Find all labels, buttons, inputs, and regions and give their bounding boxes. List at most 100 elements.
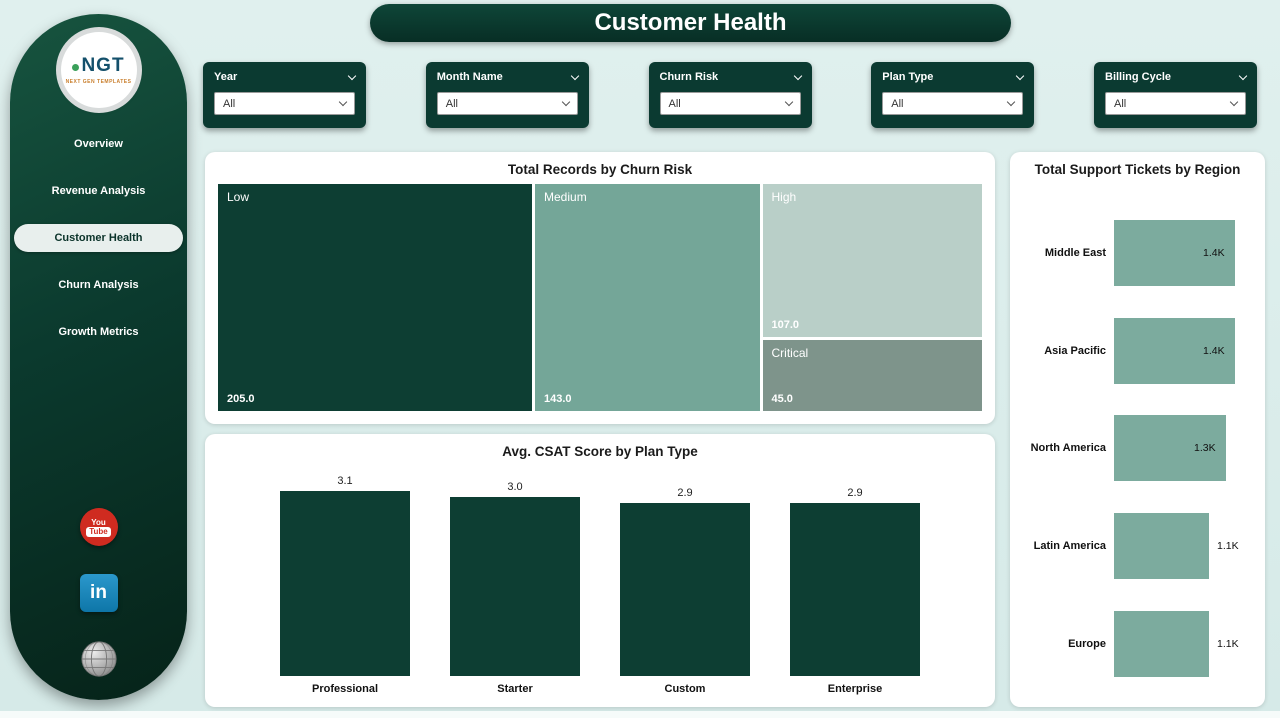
hbar-value-label: 1.4K <box>1203 246 1225 259</box>
hbar-value-label: 1.1K <box>1217 540 1239 553</box>
filter-billing-cycle: Billing Cycle All <box>1094 62 1257 128</box>
linkedin-text: in <box>90 582 107 603</box>
bar[interactable] <box>790 503 920 676</box>
hbar-category-label: North America <box>1030 442 1106 455</box>
bar[interactable] <box>1114 219 1235 286</box>
hbar-row-north-america: North America 1.3K <box>1018 405 1257 491</box>
bar-category-label: Starter <box>497 683 533 695</box>
filter-plan-type: Plan Type All <box>871 62 1035 128</box>
logo-subtext: NEXT GEN TEMPLATES <box>65 79 132 85</box>
treemap-chart: Low 205.0 Medium 143.0 High 107.0 Critical 45.0 <box>218 184 982 411</box>
treemap-value: 107.0 <box>771 318 800 331</box>
sidebar-item-customer-health[interactable]: Customer Health <box>14 224 183 252</box>
hbar-row-middle-east: Middle East 1.4K <box>1018 210 1257 296</box>
page-title: Customer Health <box>594 9 787 36</box>
filter-value: All <box>1114 97 1127 110</box>
chevron-down-icon <box>784 97 793 107</box>
ngt-logo: NGT NEXT GEN TEMPLATES <box>60 32 137 108</box>
chevron-down-icon <box>338 97 348 107</box>
hbar-row-asia-pacific: Asia Pacific 1.4K <box>1018 308 1257 394</box>
linkedin-icon[interactable]: in <box>79 574 118 612</box>
treemap-tile-medium[interactable]: Medium 143.0 <box>535 184 760 411</box>
bar-value-label: 2.9 <box>677 487 693 499</box>
hbar-value-label: 1.1K <box>1217 638 1239 651</box>
bottom-strip <box>0 711 1280 718</box>
hbar-track: 1.4K <box>1114 317 1257 384</box>
churn-risk-dropdown[interactable]: All <box>659 92 801 115</box>
bar-value-label: 2.9 <box>847 487 863 499</box>
bar-category-label: Enterprise <box>827 683 883 695</box>
youtube-text: Tube <box>86 526 111 537</box>
year-dropdown[interactable]: All <box>214 92 355 115</box>
bar-group-custom: 2.9 Custom <box>620 468 750 697</box>
bar-group-professional: 3.1 Professional <box>280 468 410 697</box>
hbar-track: 1.1K <box>1114 513 1257 580</box>
bar-group-starter: 3.0 Starter <box>450 468 580 697</box>
bar[interactable] <box>1114 611 1209 678</box>
logo-text: NGT <box>72 55 124 77</box>
filter-label: Churn Risk <box>659 71 719 83</box>
bar-value-label: 3.0 <box>507 481 523 493</box>
hbar-row-europe: Europe 1.1K <box>1018 601 1257 687</box>
youtube-icon[interactable]: You Tube <box>79 508 118 546</box>
treemap-label: Critical <box>771 345 809 360</box>
bar[interactable] <box>280 491 410 676</box>
horizontal-bar-chart: Middle East 1.4K Asia Pacific 1.4K North Ame… <box>1018 204 1257 693</box>
filter-label: Plan Type <box>882 71 934 83</box>
bar-group-enterprise: 2.9 Enterprise <box>790 468 920 697</box>
chevron-down-icon[interactable] <box>1016 71 1025 80</box>
chevron-down-icon[interactable] <box>570 71 579 80</box>
bar-category-label: Custom <box>664 683 706 695</box>
hbar-chart-title: Total Support Tickets by Region <box>1034 162 1241 177</box>
bar[interactable] <box>620 503 750 676</box>
month-name-dropdown[interactable]: All <box>436 92 578 115</box>
bar[interactable] <box>1114 317 1235 384</box>
sidebar-nav: Overview Revenue Analysis Customer Health C… <box>10 130 187 346</box>
chevron-down-icon <box>1007 97 1016 107</box>
sidebar-item-growth-metrics[interactable]: Growth Metrics <box>58 326 139 338</box>
chevron-down-icon[interactable] <box>1238 71 1248 80</box>
sidebar-item-churn-analysis[interactable]: Churn Analysis <box>58 279 139 291</box>
filter-value: All <box>668 97 681 110</box>
treemap-label: High <box>771 190 797 204</box>
chevron-down-icon <box>1229 97 1239 107</box>
treemap-value: 143.0 <box>544 393 572 405</box>
hbar-category-label: Europe <box>1068 638 1106 651</box>
filter-label: Year <box>214 71 238 83</box>
youtube-text: You <box>91 517 106 527</box>
treemap-value: 205.0 <box>227 393 255 405</box>
treemap-card: Total Records by Churn Risk Low 205.0 Medi… <box>205 152 995 424</box>
sidebar-item-overview[interactable]: Overview <box>74 138 123 150</box>
hbar-row-latin-america: Latin America 1.1K <box>1018 503 1257 589</box>
filter-value: All <box>223 97 236 110</box>
globe-icon[interactable] <box>80 640 118 678</box>
bar[interactable] <box>450 497 580 676</box>
filter-year: Year All <box>203 62 366 128</box>
hbar-track: 1.4K <box>1114 219 1257 286</box>
hbar-category-label: Middle East <box>1044 246 1106 259</box>
chevron-down-icon[interactable] <box>793 71 802 80</box>
chevron-down-icon[interactable] <box>347 71 357 80</box>
plan-type-dropdown[interactable]: All <box>882 92 1024 115</box>
treemap-column: High 107.0 Critical 45.0 <box>762 184 982 411</box>
bar[interactable] <box>1114 513 1209 580</box>
treemap-tile-high[interactable]: High 107.0 <box>762 184 982 337</box>
treemap-title: Total Records by Churn Risk <box>507 162 693 177</box>
filter-label: Month Name <box>436 71 503 83</box>
csat-bar-card: Avg. CSAT Score by Plan Type 3.1 Professi… <box>205 434 995 707</box>
globe-graphic <box>80 641 117 677</box>
hbar-value-label: 1.4K <box>1203 344 1225 357</box>
billing-cycle-dropdown[interactable]: All <box>1105 92 1246 115</box>
sidebar: NGT NEXT GEN TEMPLATES Overview Revenue A… <box>10 14 187 700</box>
bar[interactable] <box>1114 415 1226 482</box>
bar-chart: 3.1 Professional 3.0 Starter 2.9 Custom 2.9 Ent… <box>225 468 975 697</box>
treemap-tile-low[interactable]: Low 205.0 <box>218 184 533 411</box>
sidebar-item-revenue-analysis[interactable]: Revenue Analysis <box>51 185 146 197</box>
bar-value-label: 3.1 <box>337 475 353 487</box>
social-links: You Tube in <box>10 508 187 678</box>
hbar-value-label: 1.3K <box>1194 442 1216 455</box>
treemap-tile-critical[interactable]: Critical 45.0 <box>762 339 982 411</box>
hbar-track: 1.3K <box>1114 415 1257 482</box>
bar-category-label: Professional <box>311 683 379 695</box>
hbar-category-label: Asia Pacific <box>1044 344 1106 357</box>
